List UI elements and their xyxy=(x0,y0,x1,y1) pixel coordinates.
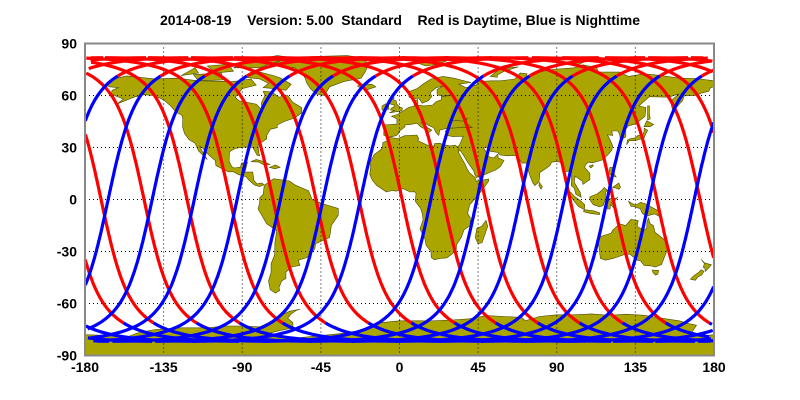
landmass-sri-lanka xyxy=(538,181,543,190)
landmass-new-guinea xyxy=(627,200,662,218)
daytime-track-segment xyxy=(85,71,198,325)
grid-layer xyxy=(85,43,714,356)
nighttime-track-segment xyxy=(526,121,716,343)
land-layer xyxy=(84,55,715,356)
nighttime-track-segment xyxy=(83,74,162,286)
landmass-cuba xyxy=(250,159,272,166)
daytime-track-segment xyxy=(288,56,406,78)
nighttime-track-segment xyxy=(396,74,618,343)
daytime-track-segment xyxy=(86,56,284,325)
landmass-honshu xyxy=(626,127,648,146)
daytime-track-segment xyxy=(190,56,413,325)
nighttime-track-segment xyxy=(308,74,531,343)
nighttime-track-segment xyxy=(90,74,248,340)
y-tick-label: 0 xyxy=(69,192,77,208)
daytime-track-segment xyxy=(104,56,327,325)
landmass-novaya-zemlya xyxy=(489,66,519,78)
tick-labels: -180 -135 -90 -45 0 45 90 135 180 90 60 30 0 -30 -60 -9… xyxy=(57,36,726,376)
nighttime-track-segment xyxy=(86,74,206,331)
daytime-track-segment xyxy=(234,56,456,325)
y-tick-label: -90 xyxy=(57,348,77,364)
landmass-madagascar xyxy=(474,219,489,245)
chart-title: 2014-08-19 Version: 5.00 Standard Red is… xyxy=(159,12,641,28)
landmass-hainan xyxy=(588,164,594,169)
nighttime-track-segment xyxy=(93,74,291,343)
nighttime-track-segment xyxy=(439,74,661,343)
landmass-mindanao xyxy=(611,182,621,190)
x-tick-label: 135 xyxy=(624,359,648,375)
plot-frame xyxy=(84,42,715,357)
nighttime-track-segment xyxy=(613,328,714,343)
x-tick-label: -135 xyxy=(150,359,178,375)
x-tick-label: -180 xyxy=(71,359,99,375)
daytime-track-segment xyxy=(147,56,370,325)
daytime-track-segment xyxy=(658,59,712,78)
y-tick-label: 90 xyxy=(61,36,77,52)
daytime-track-segment xyxy=(90,56,147,62)
nighttime-track-segment xyxy=(352,74,574,343)
daytime-track-segment xyxy=(531,56,716,259)
x-tick-label: 45 xyxy=(470,359,486,375)
daytime-track-segment xyxy=(700,68,715,78)
landmass-sakhalin xyxy=(647,105,651,121)
landmass-sumatra xyxy=(565,189,586,211)
daytime-track-segment xyxy=(317,56,539,325)
landmass-java xyxy=(582,209,600,215)
landmass-nz-south xyxy=(689,269,705,281)
daytime-track-segment xyxy=(374,56,492,78)
daytime-track-segment xyxy=(203,56,321,78)
landmass-nz-north xyxy=(700,259,712,273)
landmass-hispaniola xyxy=(268,164,281,170)
landmass-banks xyxy=(180,67,200,76)
landmass-north-america xyxy=(105,75,302,187)
nighttime-track-segment xyxy=(569,286,716,343)
nighttime-track-segment xyxy=(112,74,334,343)
nighttime-track-segment xyxy=(708,321,713,326)
landmass-tasmania xyxy=(651,269,659,276)
y-tick-label: 60 xyxy=(61,88,77,104)
daytime-track-segment xyxy=(245,56,363,78)
nighttime-track-segment xyxy=(155,74,377,343)
landmass-australia xyxy=(597,217,669,268)
daytime-track-segment xyxy=(83,133,155,325)
daytime-track-segment xyxy=(528,56,646,78)
y-tick-label: -30 xyxy=(57,244,77,260)
daytime-track-segment xyxy=(159,56,277,78)
daytime-track-segment xyxy=(275,56,497,325)
daytime-track-segment xyxy=(571,56,689,78)
daytime-track-segment xyxy=(412,56,529,78)
ground-tracks-layer xyxy=(83,56,716,343)
daytime-track-segment xyxy=(482,56,599,78)
y-tick-label: -60 xyxy=(57,296,77,312)
nighttime-track-segment xyxy=(655,337,712,343)
daytime-track-segment xyxy=(88,56,189,71)
x-tick-label: -45 xyxy=(311,359,331,375)
daytime-track-segment xyxy=(332,56,449,78)
x-tick-label: 180 xyxy=(702,359,726,375)
daytime-track-segment xyxy=(90,60,241,325)
daytime-track-segment xyxy=(615,56,708,78)
nighttime-track-segment xyxy=(192,74,414,343)
nighttime-track-segment xyxy=(83,74,119,122)
x-tick-label: 90 xyxy=(549,359,565,375)
y-tick-label: 30 xyxy=(61,140,77,156)
landmass-hokkaido xyxy=(643,120,655,127)
x-tick-label: 0 xyxy=(396,359,404,375)
nighttime-track-segment xyxy=(481,74,703,343)
x-tick-label: -90 xyxy=(232,359,252,375)
daytime-track-segment xyxy=(116,56,234,78)
landmass-south-america xyxy=(257,178,339,294)
nighttime-track-segment xyxy=(262,74,485,343)
